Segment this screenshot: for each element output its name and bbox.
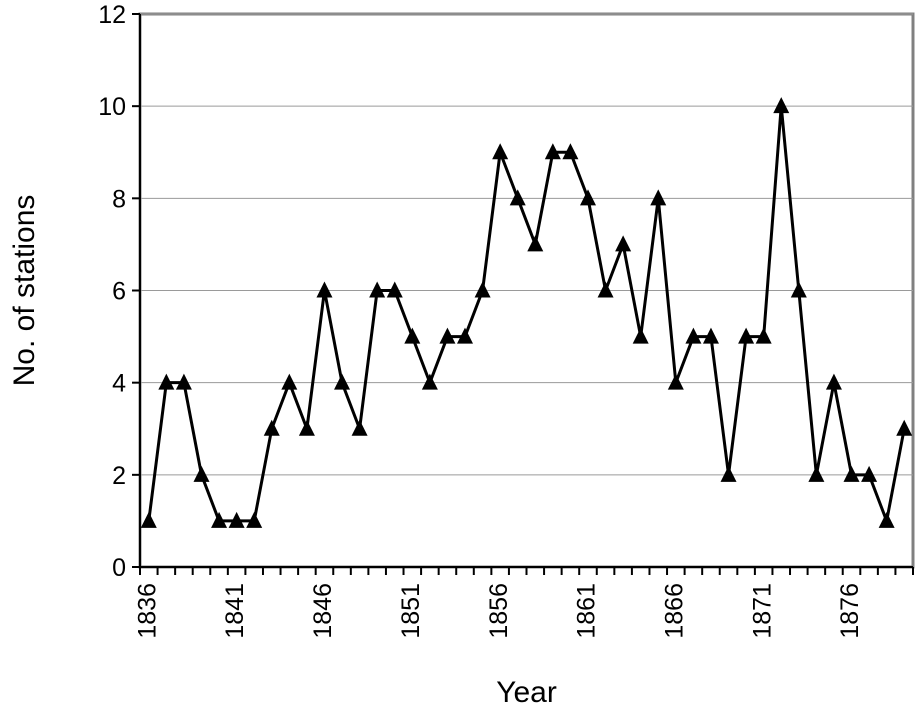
data-point-triangle — [527, 235, 544, 252]
data-point-triangle — [509, 189, 526, 206]
x-tick-label: 1856 — [485, 583, 513, 639]
gridlines — [140, 13, 913, 476]
x-tick-label: 1851 — [397, 583, 425, 639]
data-point-triangle — [158, 373, 175, 390]
data-point-triangle — [843, 465, 860, 482]
data-point-triangle — [334, 373, 351, 390]
y-tick-label: 8 — [112, 185, 126, 213]
data-point-triangle — [492, 143, 509, 160]
data-point-triangle — [878, 511, 895, 528]
data-point-triangle — [281, 373, 298, 390]
y-tick-label: 10 — [98, 93, 126, 121]
x-axis-title: Year — [496, 676, 557, 709]
x-tick-label: 1846 — [309, 583, 337, 639]
data-point-triangle — [439, 327, 456, 344]
data-point-triangle — [650, 189, 667, 206]
x-tick-label: 1836 — [133, 583, 161, 639]
x-tick-label: 1871 — [748, 583, 776, 639]
data-point-triangle — [474, 281, 491, 298]
data-point-triangle — [738, 327, 755, 344]
data-point-triangle — [632, 327, 649, 344]
x-tick-label: 1866 — [660, 583, 688, 639]
data-point-triangle — [228, 511, 245, 528]
data-point-triangle — [298, 419, 315, 436]
x-axis: 1836 1841 1846 1851 1856 1861 1866 1871 1876 — [133, 566, 914, 639]
y-axis: 0 2 4 6 8 10 12 — [98, 1, 141, 582]
y-tick-label: 2 — [112, 462, 126, 490]
data-point-triangle — [211, 511, 228, 528]
data-point-triangle — [246, 511, 263, 528]
data-point-triangle — [544, 143, 561, 160]
x-tick-label: 1876 — [836, 583, 864, 639]
data-point-triangle — [193, 465, 210, 482]
data-point-triangle — [263, 419, 280, 436]
data-point-triangle — [369, 281, 386, 298]
data-point-triangle — [790, 281, 807, 298]
data-point-triangle — [685, 327, 702, 344]
data-point-triangle — [861, 465, 878, 482]
y-tick-label: 4 — [112, 370, 126, 398]
data-point-triangle — [615, 235, 632, 252]
data-point-triangle — [720, 465, 737, 482]
data-point-triangle — [896, 419, 913, 436]
data-point-triangle — [316, 281, 333, 298]
series-line — [147, 104, 906, 523]
y-tick-label: 6 — [112, 278, 126, 306]
data-point-triangle — [351, 419, 368, 436]
data-point-triangle — [140, 511, 157, 528]
data-point-triangle — [773, 97, 790, 114]
data-point-triangle — [457, 327, 474, 344]
x-tick-label: 1841 — [221, 583, 249, 639]
x-tick-label: 1861 — [573, 583, 601, 639]
data-point-triangle — [667, 373, 684, 390]
data-point-triangle — [562, 143, 579, 160]
data-point-triangle — [825, 373, 842, 390]
data-point-triangle — [386, 281, 403, 298]
data-point-triangle — [404, 327, 421, 344]
data-point-triangle — [579, 189, 596, 206]
y-tick-label: 12 — [98, 1, 126, 29]
data-point-triangle — [755, 327, 772, 344]
y-tick-label: 0 — [112, 554, 126, 582]
data-point-triangle — [808, 465, 825, 482]
data-point-triangle — [597, 281, 614, 298]
data-point-triangle — [175, 373, 192, 390]
data-point-triangle — [421, 373, 438, 390]
data-point-triangle — [702, 327, 719, 344]
series-group — [140, 97, 913, 528]
y-axis-title: No. of stations — [8, 195, 41, 387]
